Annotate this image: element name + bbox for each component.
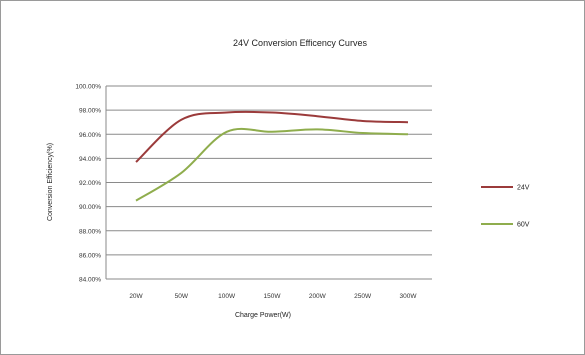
x-tick-label: 250W <box>354 293 372 300</box>
chart-title: 24V Conversion Efficency Curves <box>233 38 367 48</box>
legend-label-60V: 60V <box>517 222 530 229</box>
y-tick-label: 94.00% <box>79 156 101 163</box>
y-tick-label: 100.00% <box>75 84 101 91</box>
y-tick-label: 96.00% <box>79 132 101 139</box>
y-tick-label: 88.00% <box>79 228 101 235</box>
legend-label-24V: 24V <box>517 185 530 192</box>
x-tick-label: 200W <box>309 293 327 300</box>
x-tick-label: 300W <box>400 293 418 300</box>
x-tick-label: 150W <box>264 293 282 300</box>
x-tick-label: 20W <box>129 293 143 300</box>
y-tick-label: 86.00% <box>79 252 101 259</box>
y-tick-label: 92.00% <box>79 180 101 187</box>
y-tick-label: 90.00% <box>79 204 101 211</box>
y-axis-title: Conversion Efficiency(%) <box>47 143 54 221</box>
series-line-24V <box>135 110 409 163</box>
y-tick-label: 98.00% <box>79 108 101 115</box>
y-tick-label: 84.00% <box>79 277 101 284</box>
x-tick-label: 50W <box>175 293 189 300</box>
x-tick-label: 100W <box>218 293 236 300</box>
series-line-60V <box>135 127 409 202</box>
x-axis-title: Charge Power(W) <box>235 312 291 319</box>
